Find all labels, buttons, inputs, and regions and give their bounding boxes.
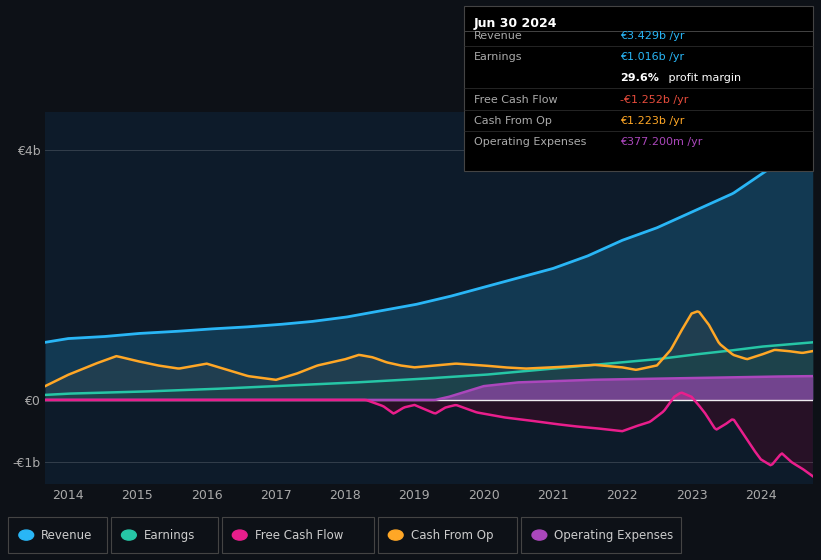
Text: Operating Expenses: Operating Expenses — [554, 529, 673, 542]
Text: Cash From Op: Cash From Op — [410, 529, 493, 542]
Text: 29.6%: 29.6% — [620, 73, 658, 83]
Text: Earnings: Earnings — [474, 52, 522, 62]
Text: profit margin: profit margin — [665, 73, 741, 83]
Text: €377.200m /yr: €377.200m /yr — [620, 137, 702, 147]
Text: €3.429b /yr: €3.429b /yr — [620, 31, 685, 41]
Text: Earnings: Earnings — [144, 529, 195, 542]
Text: -€1.252b /yr: -€1.252b /yr — [620, 95, 688, 105]
Text: €1.223b /yr: €1.223b /yr — [620, 116, 684, 126]
Text: Revenue: Revenue — [474, 31, 522, 41]
Text: Revenue: Revenue — [41, 529, 93, 542]
Text: Free Cash Flow: Free Cash Flow — [255, 529, 343, 542]
Text: Free Cash Flow: Free Cash Flow — [474, 95, 557, 105]
Text: Jun 30 2024: Jun 30 2024 — [474, 17, 557, 30]
Text: Cash From Op: Cash From Op — [474, 116, 552, 126]
Text: €1.016b /yr: €1.016b /yr — [620, 52, 684, 62]
Text: Operating Expenses: Operating Expenses — [474, 137, 586, 147]
